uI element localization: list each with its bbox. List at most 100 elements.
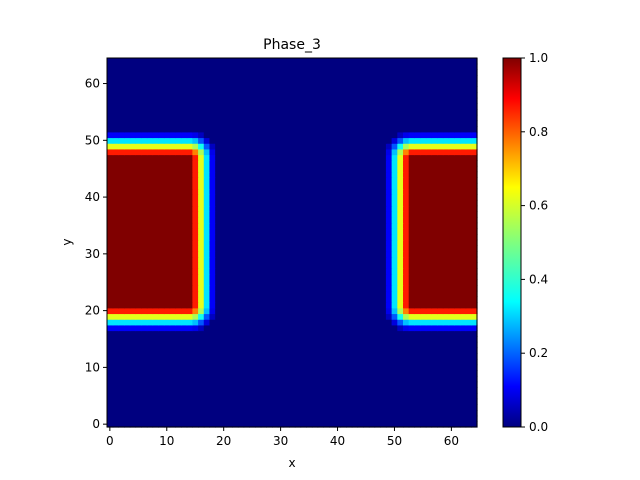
heatmap-cell — [272, 75, 279, 82]
heatmap-cell — [437, 251, 444, 258]
heatmap-cell — [346, 256, 353, 263]
heatmap-cell — [118, 228, 125, 235]
heatmap-cell — [135, 114, 142, 122]
heatmap-cell — [408, 421, 415, 428]
heatmap-cell — [124, 216, 131, 224]
heatmap-cell — [181, 387, 188, 394]
heatmap-cell — [243, 262, 250, 269]
heatmap-cell — [220, 194, 228, 201]
heatmap-cell — [329, 199, 336, 207]
heatmap-cell — [425, 131, 433, 139]
heatmap-cell — [465, 358, 472, 366]
heatmap-cell — [425, 245, 433, 252]
heatmap-cell — [334, 370, 341, 377]
heatmap-cell — [374, 154, 381, 161]
heatmap-cell — [158, 131, 165, 139]
heatmap-cell — [311, 120, 319, 127]
heatmap-cell — [403, 256, 410, 263]
heatmap-cell — [329, 296, 336, 303]
heatmap-cell — [334, 336, 341, 343]
heatmap-cell — [403, 154, 410, 161]
heatmap-cell — [465, 268, 472, 275]
heatmap-cell — [243, 92, 250, 99]
heatmap-cell — [272, 58, 279, 65]
heatmap-cell — [283, 58, 290, 65]
heatmap-cell — [163, 251, 171, 258]
heatmap-cell — [107, 387, 114, 394]
heatmap-cell — [380, 80, 387, 87]
heatmap-cell — [306, 182, 313, 190]
heatmap-cell — [192, 103, 199, 110]
heatmap-cell — [158, 415, 165, 422]
heatmap-cell — [465, 211, 472, 218]
heatmap-cell — [215, 114, 222, 122]
heatmap-cell — [192, 126, 199, 133]
heatmap-cell — [260, 421, 267, 428]
heatmap-cell — [459, 421, 467, 428]
heatmap-cell — [391, 285, 398, 292]
heatmap-cell — [192, 421, 199, 428]
heatmap-cell — [380, 336, 387, 343]
heatmap-cell — [272, 330, 279, 337]
heatmap-cell — [277, 171, 285, 178]
heatmap-cell — [237, 188, 245, 195]
heatmap-cell — [175, 302, 182, 309]
heatmap-cell — [107, 409, 114, 417]
heatmap-cell — [300, 58, 307, 65]
heatmap-cell — [459, 211, 467, 218]
heatmap-cell — [408, 58, 415, 65]
heatmap-cell — [175, 154, 182, 161]
heatmap-cell — [112, 268, 119, 275]
heatmap-cell — [403, 148, 410, 156]
heatmap-cell — [277, 216, 285, 224]
heatmap-cell — [448, 256, 455, 263]
heatmap-cell — [294, 404, 302, 411]
heatmap-cell — [232, 324, 239, 332]
heatmap-cell — [380, 182, 387, 190]
heatmap-cell — [471, 387, 478, 394]
heatmap-cell — [442, 381, 450, 388]
heatmap-cell — [215, 171, 222, 178]
heatmap-cell — [141, 205, 148, 212]
heatmap-cell — [198, 262, 205, 269]
heatmap-cell — [129, 80, 137, 87]
heatmap-cell — [357, 233, 364, 241]
heatmap-cell — [329, 205, 336, 212]
heatmap-cell — [118, 256, 125, 263]
heatmap-cell — [112, 370, 119, 377]
heatmap-cell — [129, 353, 137, 360]
heatmap-cell — [232, 285, 239, 292]
heatmap-cell — [124, 307, 131, 315]
heatmap-cell — [226, 273, 233, 280]
heatmap-cell — [175, 131, 182, 139]
heatmap-cell — [403, 268, 410, 275]
heatmap-cell — [203, 324, 211, 332]
heatmap-cell — [255, 114, 262, 122]
heatmap-cell — [397, 404, 404, 411]
heatmap-cell — [414, 109, 421, 116]
heatmap-cell — [380, 285, 387, 292]
heatmap-cell — [397, 375, 404, 383]
heatmap-cell — [363, 177, 370, 184]
heatmap-cell — [146, 160, 154, 167]
heatmap-cell — [152, 387, 159, 394]
heatmap-cell — [198, 233, 205, 241]
heatmap-cell — [232, 171, 239, 178]
heatmap-cell — [249, 336, 256, 343]
heatmap-cell — [351, 404, 359, 411]
heatmap-cell — [169, 131, 176, 139]
heatmap-cell — [141, 268, 148, 275]
heatmap-cell — [471, 137, 478, 144]
heatmap-cell — [380, 86, 387, 93]
heatmap-cell — [220, 109, 228, 116]
heatmap-cell — [135, 165, 142, 173]
heatmap-cell — [192, 251, 199, 258]
heatmap-cell — [198, 251, 205, 258]
heatmap-cell — [198, 387, 205, 394]
heatmap-cell — [363, 358, 370, 366]
heatmap-cell — [169, 341, 176, 349]
heatmap-cell — [403, 188, 410, 195]
heatmap-cell — [311, 313, 319, 320]
heatmap-cell — [374, 233, 381, 241]
heatmap-cell — [129, 358, 137, 366]
